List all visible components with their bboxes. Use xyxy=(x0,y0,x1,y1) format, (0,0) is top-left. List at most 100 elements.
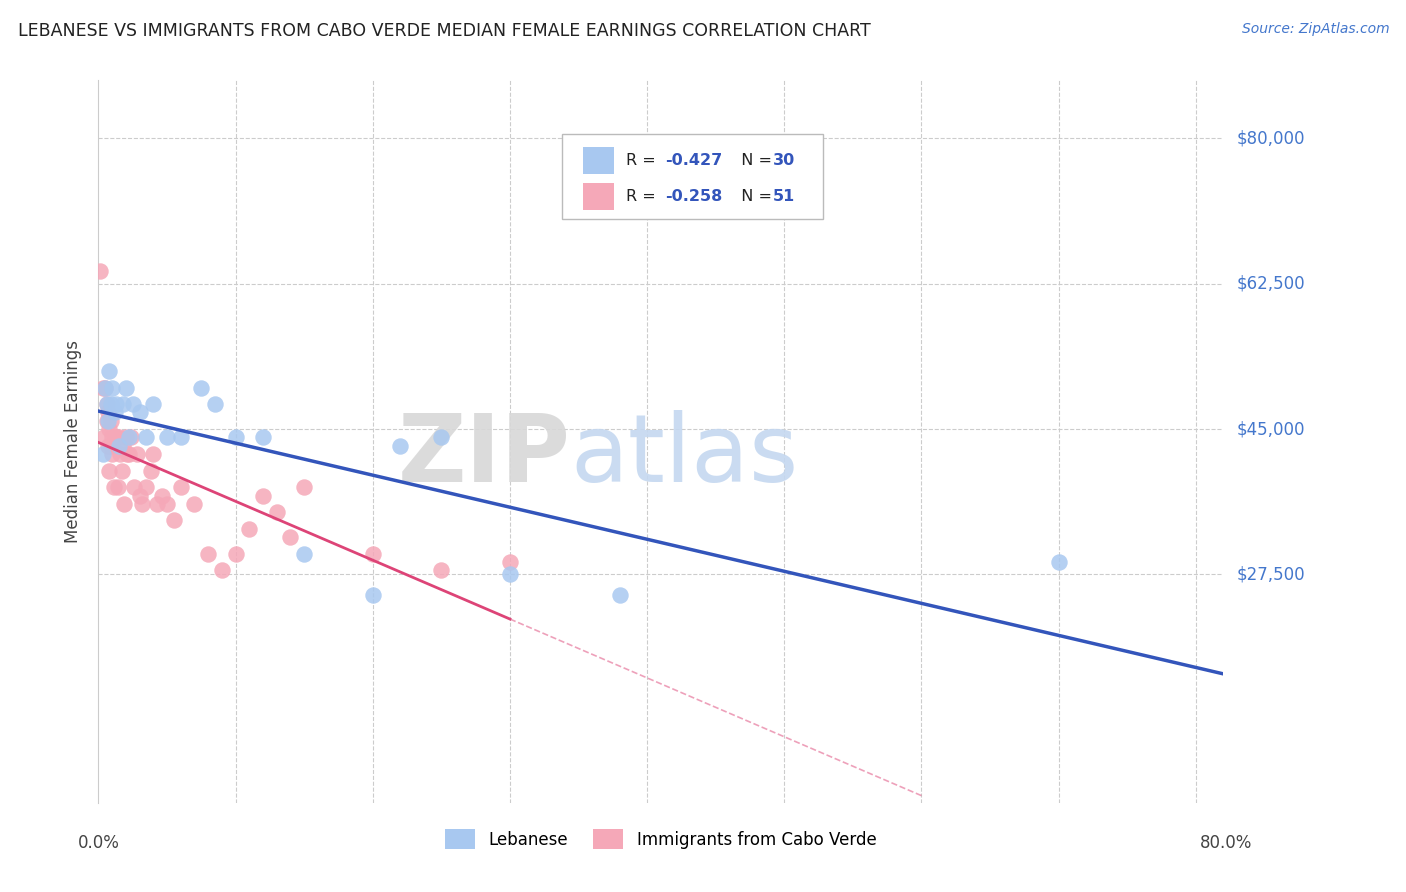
Text: Source: ZipAtlas.com: Source: ZipAtlas.com xyxy=(1241,22,1389,37)
Point xyxy=(94,380,117,394)
Point xyxy=(117,430,139,444)
Point xyxy=(107,480,129,494)
Point xyxy=(114,497,136,511)
Point xyxy=(292,480,315,494)
Point xyxy=(190,380,212,394)
Text: N =: N = xyxy=(731,189,778,203)
Text: R =: R = xyxy=(626,189,661,203)
Text: $62,500: $62,500 xyxy=(1237,275,1306,293)
Point xyxy=(98,364,121,378)
Point xyxy=(1047,555,1070,569)
Point xyxy=(266,505,288,519)
Point xyxy=(101,447,124,461)
Point xyxy=(142,397,165,411)
Y-axis label: Median Female Earnings: Median Female Earnings xyxy=(65,340,83,543)
Point xyxy=(91,447,114,461)
Point xyxy=(292,547,315,561)
Point xyxy=(197,547,219,561)
Point xyxy=(430,563,453,577)
Text: -0.258: -0.258 xyxy=(665,189,723,203)
Point xyxy=(98,464,121,478)
Point xyxy=(91,380,114,394)
Point xyxy=(96,414,118,428)
Text: LEBANESE VS IMMIGRANTS FROM CABO VERDE MEDIAN FEMALE EARNINGS CORRELATION CHART: LEBANESE VS IMMIGRANTS FROM CABO VERDE M… xyxy=(18,22,872,40)
Text: atlas: atlas xyxy=(571,410,799,502)
Point xyxy=(97,414,120,428)
Point xyxy=(156,430,179,444)
Text: 51: 51 xyxy=(773,189,796,203)
Point xyxy=(211,563,233,577)
Point xyxy=(97,439,120,453)
Text: N =: N = xyxy=(731,153,778,168)
Point xyxy=(101,430,124,444)
Point xyxy=(112,439,135,453)
Point xyxy=(204,397,226,411)
Point xyxy=(117,447,139,461)
Point xyxy=(120,430,142,444)
Point xyxy=(135,430,157,444)
Point xyxy=(499,555,522,569)
Point xyxy=(389,439,412,453)
Point xyxy=(128,489,150,503)
Point xyxy=(499,567,522,582)
Point xyxy=(108,439,131,453)
Point xyxy=(430,430,453,444)
Point xyxy=(142,447,165,461)
Text: $80,000: $80,000 xyxy=(1237,129,1306,147)
Text: $27,500: $27,500 xyxy=(1237,566,1306,583)
Point xyxy=(100,397,122,411)
Point xyxy=(361,547,384,561)
Point xyxy=(121,397,143,411)
Point xyxy=(115,430,138,444)
Point xyxy=(139,464,162,478)
Point xyxy=(89,264,111,278)
Text: R =: R = xyxy=(626,153,661,168)
Point xyxy=(609,588,631,602)
Point xyxy=(110,447,132,461)
Point xyxy=(225,430,247,444)
Point xyxy=(146,497,169,511)
Point xyxy=(170,480,193,494)
Point xyxy=(93,430,115,444)
Point xyxy=(111,464,134,478)
Point xyxy=(108,430,131,444)
Point xyxy=(112,397,135,411)
Point xyxy=(280,530,302,544)
Point xyxy=(252,489,274,503)
Point xyxy=(105,430,128,444)
Point xyxy=(105,397,128,411)
Point xyxy=(101,380,124,394)
Point xyxy=(252,430,274,444)
Point xyxy=(94,380,117,394)
Point xyxy=(96,397,118,411)
Point xyxy=(128,405,150,419)
Point xyxy=(104,405,127,419)
Point xyxy=(115,380,138,394)
Point xyxy=(104,430,127,444)
Point xyxy=(150,489,173,503)
Point xyxy=(97,405,120,419)
Point xyxy=(100,439,122,453)
Point xyxy=(361,588,384,602)
Point xyxy=(125,447,148,461)
Point xyxy=(156,497,179,511)
Point xyxy=(163,513,186,527)
Point xyxy=(98,422,121,436)
Point xyxy=(103,480,125,494)
Point xyxy=(225,547,247,561)
Point xyxy=(183,497,205,511)
Point xyxy=(115,447,138,461)
Point xyxy=(100,414,122,428)
Point xyxy=(131,497,153,511)
Point xyxy=(135,480,157,494)
Point xyxy=(122,480,145,494)
Text: 30: 30 xyxy=(773,153,796,168)
Text: ZIP: ZIP xyxy=(398,410,571,502)
Text: -0.427: -0.427 xyxy=(665,153,723,168)
Text: 0.0%: 0.0% xyxy=(77,834,120,852)
Point xyxy=(170,430,193,444)
Point xyxy=(238,522,260,536)
Text: $45,000: $45,000 xyxy=(1237,420,1306,438)
Point xyxy=(96,397,118,411)
Text: 80.0%: 80.0% xyxy=(1199,834,1253,852)
